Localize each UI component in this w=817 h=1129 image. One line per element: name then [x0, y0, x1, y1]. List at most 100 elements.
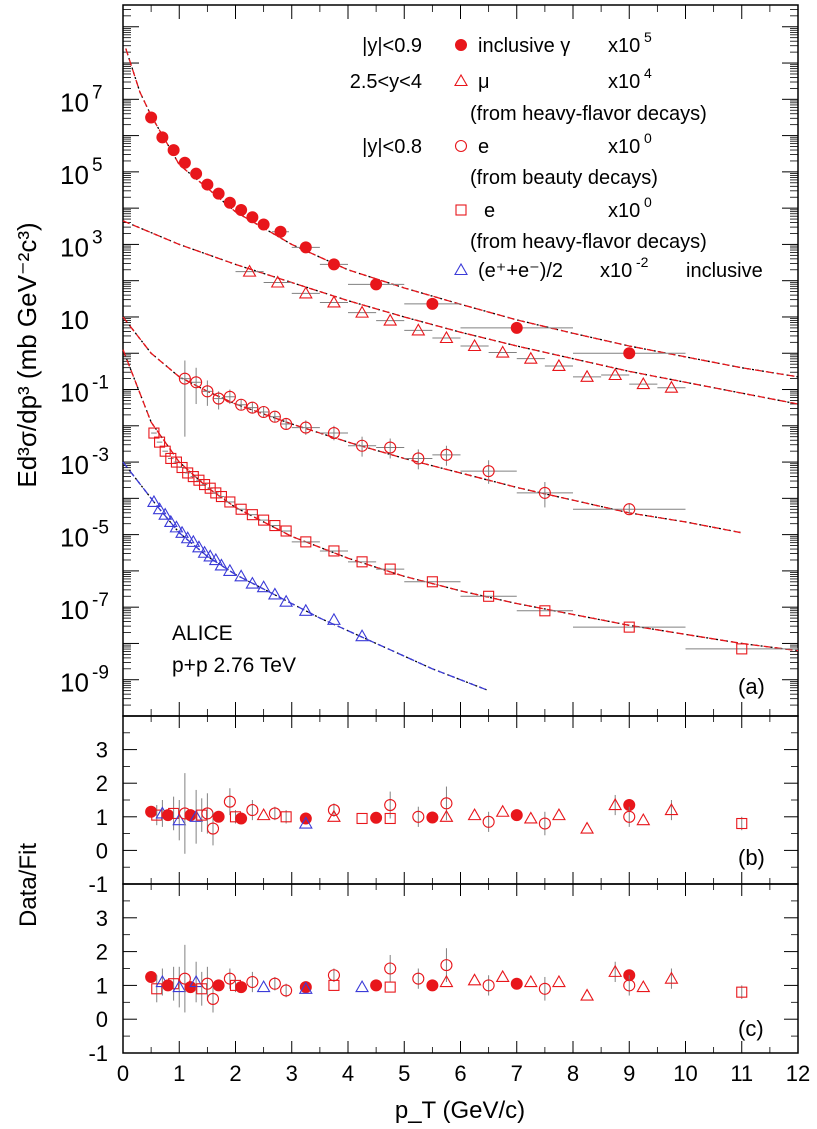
y-tick-label-exp-a: -9 — [92, 663, 109, 684]
ratio-point — [538, 817, 551, 830]
data-point — [208, 552, 223, 566]
legend-scale: x10 — [600, 260, 632, 282]
ratio-point — [206, 992, 220, 1005]
y-tick-label-a: 10 — [60, 450, 89, 480]
x-axis-label: p_T (GeV/c) — [395, 1097, 525, 1124]
data-point — [580, 369, 595, 382]
ratio-point — [151, 983, 163, 995]
ratio-point — [256, 979, 271, 993]
data-point — [156, 131, 169, 144]
data-point — [224, 496, 236, 508]
x-tick-label: 2 — [229, 1061, 241, 1086]
y-axis-label-bc: Data/Fit — [15, 843, 42, 927]
ratio-point — [467, 973, 482, 986]
ratio-point — [280, 984, 293, 997]
data-point — [178, 372, 191, 385]
ratio-point — [623, 979, 636, 992]
data-point — [201, 385, 214, 398]
ratio-point — [189, 974, 204, 988]
ratio-point — [523, 811, 538, 824]
legend-label: (e⁺+e⁻)/2 — [478, 260, 563, 282]
ratio-point — [328, 979, 340, 991]
y-tick-label-b: -1 — [88, 872, 108, 897]
ratio-point — [384, 981, 396, 993]
ratio-point — [440, 797, 453, 810]
annotation-alice: ALICE — [172, 622, 233, 645]
y-tick-label-a: 10 — [60, 668, 89, 698]
ratio-point — [184, 809, 197, 822]
data-point — [158, 507, 173, 520]
data-point — [269, 520, 281, 532]
data-point — [299, 241, 312, 254]
data-point — [298, 286, 313, 299]
legend-marker — [454, 139, 468, 153]
legend: |y|<0.9 inclusive γ x10 52.5<y<4 μ x10 4(from … — [350, 29, 763, 282]
y-tick-label-exp-a: -1 — [92, 373, 109, 394]
data-point — [384, 441, 397, 454]
series-3 — [122, 349, 799, 655]
y-tick-label-a: 10 — [60, 523, 89, 553]
data-point — [193, 474, 205, 486]
ratio-point — [370, 811, 383, 824]
ratio-point — [608, 964, 623, 977]
legend-label: e — [484, 200, 495, 222]
data-point — [426, 576, 438, 588]
data-point — [426, 297, 439, 310]
legend-scale: x10 — [608, 71, 640, 93]
legend-label: inclusive γ — [478, 35, 570, 57]
legend-label: (from heavy-flavor decays) — [470, 231, 707, 253]
ratio-point — [256, 808, 271, 821]
data-point — [258, 514, 270, 526]
data-point — [539, 605, 551, 617]
ratio-point — [495, 969, 510, 983]
data-point — [148, 427, 160, 439]
data-point — [274, 225, 287, 238]
data-point — [623, 621, 635, 633]
data-point — [636, 376, 651, 390]
legend-label: e — [478, 136, 489, 158]
data-point — [152, 502, 167, 515]
x-tick-label: 4 — [342, 1061, 354, 1086]
data-point — [327, 427, 340, 440]
data-point — [356, 556, 368, 568]
ratio-point — [384, 798, 397, 812]
ratio-point — [439, 809, 454, 822]
data-point — [356, 439, 369, 452]
ratio-point — [189, 809, 204, 822]
legend-scale-exp: 0 — [644, 130, 652, 146]
y-tick-label-c: 0 — [96, 1007, 108, 1032]
data-point — [623, 503, 636, 516]
ratio-point — [636, 813, 651, 826]
x-tick-label: 11 — [730, 1061, 753, 1086]
ratio-point — [246, 975, 259, 989]
data-point — [159, 445, 171, 457]
ratio-point — [212, 810, 225, 823]
ratio-point — [608, 797, 623, 811]
ratio-point — [384, 812, 396, 825]
ratio-point — [172, 979, 187, 993]
data-point — [199, 479, 211, 491]
data-point — [326, 295, 341, 308]
data-point — [384, 563, 396, 575]
y-tick-label-c: 3 — [96, 906, 108, 931]
ratio-point — [178, 972, 191, 985]
data-point — [495, 345, 510, 358]
data-point — [736, 643, 748, 655]
ratio-point — [298, 816, 313, 829]
ratio-point — [212, 979, 225, 992]
data-point — [664, 380, 679, 393]
panel-label-a: (a) — [738, 674, 765, 699]
x-tick-label: 3 — [286, 1061, 298, 1086]
ratio-point — [426, 979, 439, 992]
data-point — [180, 531, 195, 544]
data-point — [440, 448, 453, 461]
data-point — [214, 558, 229, 571]
ratio-point — [145, 970, 158, 983]
series-1 — [122, 220, 799, 405]
ratio-point — [623, 810, 636, 823]
x-tick-label: 7 — [511, 1061, 523, 1086]
data-point — [242, 264, 257, 277]
x-tick-label: 8 — [567, 1061, 579, 1086]
data-point — [623, 347, 636, 360]
